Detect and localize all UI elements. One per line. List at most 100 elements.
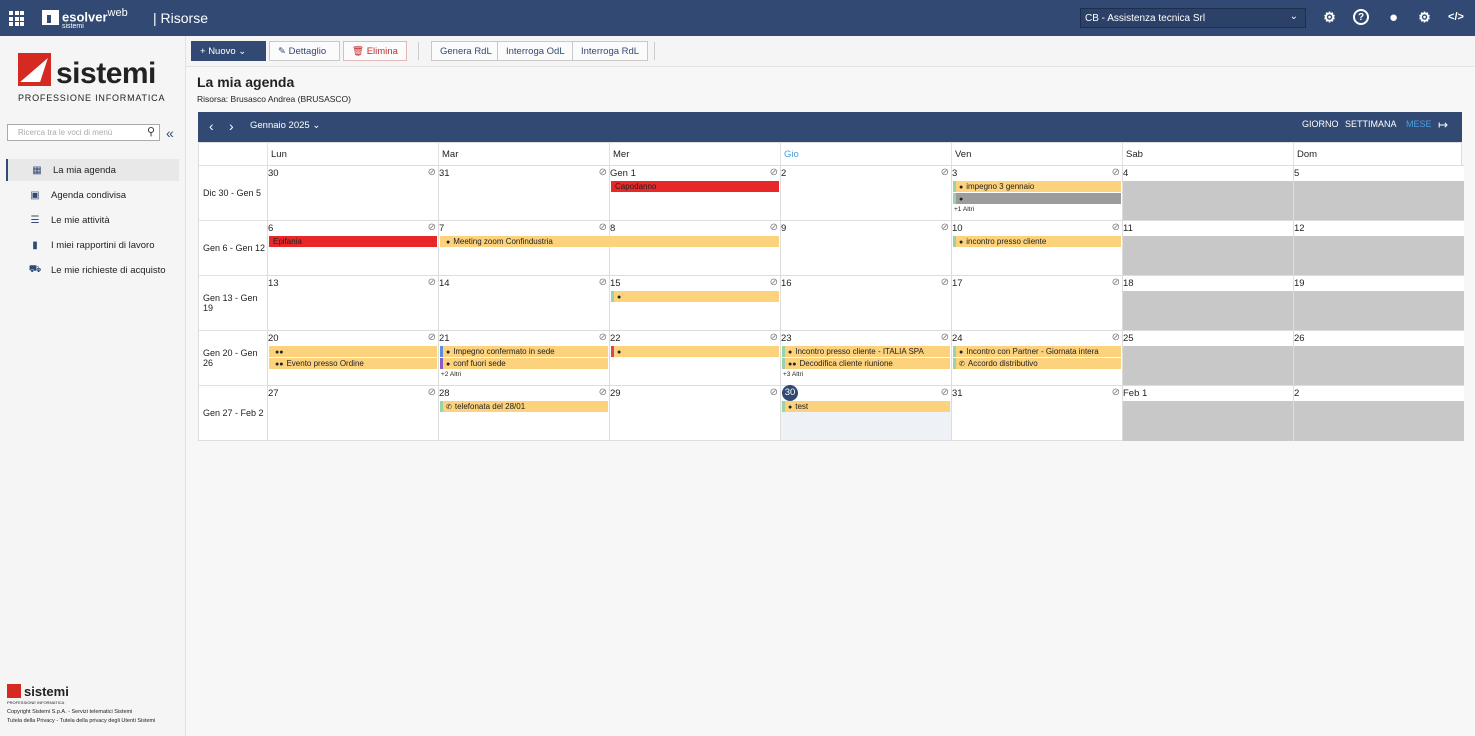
footer-copyright[interactable]: Copyright Sistemi S.p.A. - Servizi telem… [7, 709, 133, 715]
day-cell[interactable]: 23 ⊘ ● Incontro presso cliente - ITALIA SPA… [780, 330, 951, 385]
calendar-event[interactable]: ● Meeting zoom Confindustria [440, 236, 779, 247]
calendar-event[interactable]: ●● Decodifica cliente riunione [782, 358, 950, 369]
sidebar-item[interactable]: ⛟ Le mie richieste di acquisto [6, 259, 179, 281]
day-status-icon[interactable]: ⊘ [427, 277, 436, 288]
day-cell[interactable]: 16 ⊘ [780, 275, 951, 330]
calendar-event[interactable]: ● [611, 291, 779, 302]
calendar-event[interactable]: ● conf fuori sede [440, 358, 608, 369]
day-cell[interactable]: 11 [1122, 220, 1293, 276]
day-status-icon[interactable]: ⊘ [940, 387, 949, 398]
day-status-icon[interactable]: ⊘ [769, 387, 778, 398]
calendar-event[interactable]: ●● [269, 346, 437, 357]
collapse-sidebar-icon[interactable]: « [166, 125, 174, 141]
more-events-link[interactable]: +3 Altri [783, 371, 804, 378]
calendar-event[interactable]: ● incontro presso cliente [953, 236, 1121, 247]
day-cell[interactable]: 25 [1122, 330, 1293, 386]
day-cell[interactable]: 5 [1293, 165, 1464, 221]
day-status-icon[interactable]: ⊘ [769, 332, 778, 343]
day-cell[interactable]: 31 ⊘ [951, 385, 1122, 440]
day-status-icon[interactable]: ⊘ [598, 277, 607, 288]
day-cell[interactable]: 30 ⊘ [267, 165, 438, 220]
calendar-event[interactable]: ● [611, 346, 779, 357]
day-cell[interactable]: 20 ⊘ ●● ●● Evento presso Ordine [267, 330, 438, 385]
day-status-icon[interactable]: ⊘ [1111, 167, 1120, 178]
exit-icon[interactable]: ↦ [1438, 118, 1449, 132]
view-day-button[interactable]: GIORNO [1302, 119, 1339, 129]
day-cell[interactable]: 26 [1293, 330, 1464, 386]
calendar-event[interactable]: ● Incontro presso cliente - ITALIA SPA [782, 346, 950, 357]
next-month-icon[interactable]: › [229, 118, 234, 134]
prev-month-icon[interactable]: ‹ [209, 118, 214, 134]
app-launcher-icon[interactable] [9, 11, 24, 26]
day-cell[interactable]: 28 ⊘ ✆ telefonata del 28/01 [438, 385, 609, 440]
day-cell[interactable]: Gen 1 ⊘ Capodanno [609, 165, 780, 220]
code-icon[interactable]: </> [1448, 11, 1464, 23]
calendar-event[interactable]: Capodanno [611, 181, 779, 192]
day-status-icon[interactable]: ⊘ [1111, 332, 1120, 343]
calendar-event[interactable]: ● [953, 193, 1121, 204]
day-status-icon[interactable]: ⊘ [427, 222, 436, 233]
day-status-icon[interactable]: ⊘ [1111, 222, 1120, 233]
day-cell[interactable]: 9 ⊘ [780, 220, 951, 275]
more-events-link[interactable]: +1 Altri [954, 206, 975, 213]
day-cell[interactable]: 31 ⊘ [438, 165, 609, 220]
calendar-event[interactable]: ● test [782, 401, 950, 412]
day-cell[interactable]: 6 ⊘ Epifania [267, 220, 438, 275]
calendar-event[interactable]: ● impegno 3 gennaio [953, 181, 1121, 192]
day-status-icon[interactable]: ⊘ [769, 167, 778, 178]
day-status-icon[interactable]: ⊘ [1111, 387, 1120, 398]
new-button[interactable]: + Nuovo ⌄ [191, 41, 266, 61]
sidebar-item[interactable]: ▣ Agenda condivisa [6, 184, 179, 206]
day-status-icon[interactable]: ⊘ [769, 277, 778, 288]
calendar-event[interactable]: ● Impegno confermato in sede [440, 346, 608, 357]
day-cell[interactable]: 22 ⊘ ● [609, 330, 780, 385]
day-status-icon[interactable]: ⊘ [769, 222, 778, 233]
more-events-link[interactable]: +2 Altri [441, 371, 462, 378]
day-cell[interactable]: 21 ⊘ ● Impegno confermato in sede ● conf fuor… [438, 330, 609, 385]
day-status-icon[interactable]: ⊘ [940, 167, 949, 178]
day-cell[interactable]: 24 ⊘ ● Incontro con Partner - Giornata inte… [951, 330, 1122, 385]
detail-button[interactable]: ✎ Dettaglio [269, 41, 340, 61]
day-status-icon[interactable]: ⊘ [1111, 277, 1120, 288]
day-status-icon[interactable]: ⊘ [940, 222, 949, 233]
day-cell[interactable]: 2 [1293, 385, 1464, 441]
day-cell[interactable]: 14 ⊘ [438, 275, 609, 330]
day-status-icon[interactable]: ⊘ [598, 332, 607, 343]
calendar-event[interactable]: ✆ telefonata del 28/01 [440, 401, 608, 412]
calendar-event[interactable]: ● Incontro con Partner - Giornata intera [953, 346, 1121, 357]
day-cell[interactable]: 8 ⊘ [609, 220, 780, 275]
day-cell[interactable]: 29 ⊘ [609, 385, 780, 440]
day-status-icon[interactable]: ⊘ [940, 277, 949, 288]
day-cell[interactable]: 12 [1293, 220, 1464, 276]
day-cell[interactable]: 7 ⊘ ● Meeting zoom Confindustria [438, 220, 779, 275]
day-cell[interactable]: 18 [1122, 275, 1293, 331]
day-status-icon[interactable]: ⊘ [427, 167, 436, 178]
menu-search-input[interactable]: Ricerca tra le voci di menù ⚲ [7, 124, 160, 141]
sidebar-item[interactable]: ☰ Le mie attività [6, 209, 179, 231]
day-status-icon[interactable]: ⊘ [427, 332, 436, 343]
day-status-icon[interactable]: ⊘ [598, 387, 607, 398]
view-week-button[interactable]: SETTIMANA [1345, 119, 1397, 129]
generate-rdl-button[interactable]: Genera RdL [431, 41, 501, 61]
day-status-icon[interactable]: ⊘ [598, 167, 607, 178]
calendar-event[interactable]: Epifania [269, 236, 437, 247]
calendar-event[interactable]: ✆ Accordo distributivo [953, 358, 1121, 369]
sidebar-item[interactable]: ▮ I miei rapportini di lavoro [6, 234, 179, 256]
day-cell[interactable]: 2 ⊘ [780, 165, 951, 220]
sidebar-item[interactable]: ▦ La mia agenda [6, 159, 179, 181]
period-selector[interactable]: Gennaio 2025 ⌄ [250, 120, 321, 131]
footer-privacy[interactable]: Tutela della Privacy - Tutela della priv… [7, 718, 156, 724]
search-icon[interactable]: ⚲ [146, 126, 155, 138]
day-cell[interactable]: 30 ⊘ ● test [780, 385, 951, 440]
day-cell[interactable]: 3 ⊘ ● impegno 3 gennaio ● +1 Altri [951, 165, 1122, 220]
delete-button[interactable]: 🗑 Elimina [343, 41, 407, 61]
day-cell[interactable]: 13 ⊘ [267, 275, 438, 330]
view-month-button[interactable]: MESE [1406, 119, 1432, 129]
calendar-event[interactable]: ●● Evento presso Ordine [269, 358, 437, 369]
day-cell[interactable]: 10 ⊘ ● incontro presso cliente [951, 220, 1122, 275]
bug-icon[interactable]: ⚙ [1418, 9, 1431, 25]
day-status-icon[interactable]: ⊘ [427, 387, 436, 398]
company-select[interactable]: CB - Assistenza tecnica Srl ⌄ [1080, 8, 1306, 28]
query-rdl-button[interactable]: Interroga RdL [572, 41, 649, 61]
day-cell[interactable]: 27 ⊘ [267, 385, 438, 440]
